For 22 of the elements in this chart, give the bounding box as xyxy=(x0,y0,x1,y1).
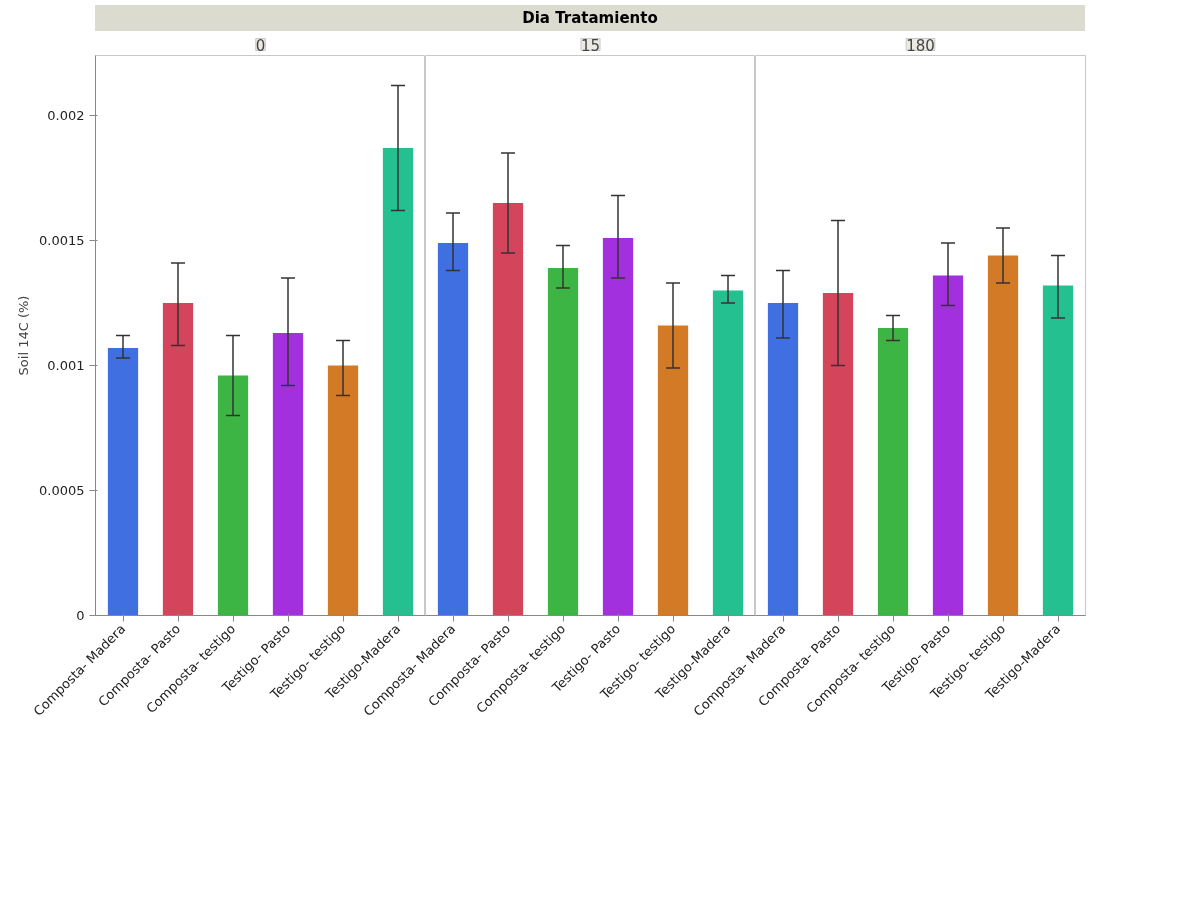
bar xyxy=(657,325,689,616)
y-tick-label: 0.002 xyxy=(47,108,85,123)
y-tick-label: 0 xyxy=(76,608,85,623)
bar xyxy=(712,290,744,616)
bar xyxy=(327,365,359,616)
bar xyxy=(107,348,139,616)
bar xyxy=(547,268,579,616)
bar xyxy=(492,203,524,616)
y-axis-title: Soil 14C (%) xyxy=(16,295,32,376)
chart-title: 0 xyxy=(255,36,266,55)
bar xyxy=(437,243,469,616)
bar xyxy=(382,148,414,616)
chart-title: 15 xyxy=(580,36,601,55)
bar xyxy=(602,238,634,616)
y-tick-label: 0.0015 xyxy=(39,233,85,248)
bar xyxy=(217,375,249,616)
text: Dia Tratamiento xyxy=(522,8,658,29)
bar xyxy=(162,303,194,616)
bar xyxy=(272,333,304,616)
chart-title: 180 xyxy=(906,36,935,55)
y-tick-label: 0.001 xyxy=(47,358,85,373)
y-tick-label: 0.0005 xyxy=(39,483,85,498)
